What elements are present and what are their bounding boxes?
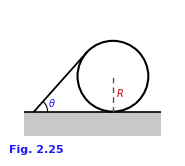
Text: R: R: [117, 89, 124, 99]
Bar: [24, 112, 161, 136]
Text: Fig. 2.25: Fig. 2.25: [9, 145, 64, 155]
Text: θ: θ: [48, 99, 54, 109]
